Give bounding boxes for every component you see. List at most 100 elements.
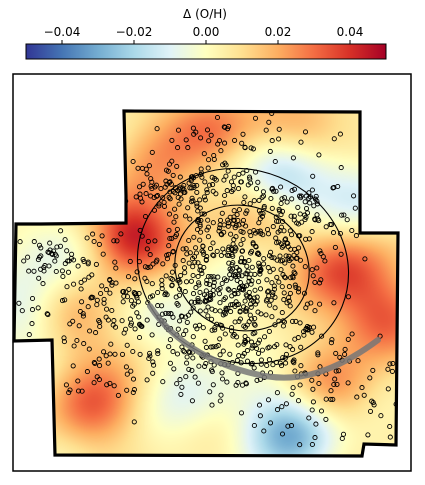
point-marker <box>107 290 113 296</box>
point-marker <box>229 302 236 308</box>
point-marker <box>65 269 72 275</box>
point-marker <box>61 339 67 345</box>
point-marker <box>345 294 351 300</box>
point-marker <box>286 295 292 301</box>
point-marker <box>205 313 211 319</box>
point-marker <box>74 337 80 344</box>
point-marker <box>317 301 323 307</box>
point-marker <box>243 306 249 312</box>
point-marker <box>290 155 296 161</box>
point-marker <box>312 279 318 285</box>
colorbar <box>25 43 387 60</box>
point-marker <box>338 165 344 171</box>
point-marker <box>209 402 215 408</box>
point-marker <box>205 165 211 171</box>
colorbar-ticks: −0.04 −0.02 0.00 0.02 0.04 <box>44 25 363 44</box>
point-marker <box>149 149 155 155</box>
point-marker <box>370 367 376 373</box>
point-marker <box>259 194 265 200</box>
point-marker <box>180 258 186 264</box>
point-marker <box>120 299 126 305</box>
point-marker <box>273 188 279 194</box>
point-marker <box>370 400 376 406</box>
point-marker <box>60 273 66 280</box>
point-marker <box>182 270 188 276</box>
point-marker <box>309 329 315 335</box>
point-marker <box>292 368 298 374</box>
point-marker <box>230 260 236 266</box>
point-marker <box>187 216 193 222</box>
point-marker <box>144 246 150 252</box>
point-marker <box>333 350 339 356</box>
point-marker <box>98 290 104 297</box>
point-marker <box>186 180 192 186</box>
point-marker <box>111 318 117 324</box>
point-marker <box>145 264 151 270</box>
point-marker <box>244 322 250 328</box>
point-marker <box>75 263 81 269</box>
point-marker <box>252 315 258 322</box>
point-marker <box>184 319 190 325</box>
point-marker <box>139 165 145 171</box>
point-marker <box>340 431 347 437</box>
point-marker <box>252 271 258 277</box>
point-marker <box>237 285 243 291</box>
point-marker <box>64 284 70 290</box>
point-marker <box>283 253 289 259</box>
point-marker <box>134 269 140 275</box>
point-marker <box>236 267 242 273</box>
point-marker <box>213 344 219 350</box>
point-marker <box>202 179 208 185</box>
point-marker <box>211 276 217 282</box>
point-marker <box>204 187 210 193</box>
point-marker <box>286 284 292 290</box>
point-marker <box>199 248 205 254</box>
point-marker <box>194 326 200 332</box>
point-marker <box>142 213 149 220</box>
point-marker <box>193 285 199 291</box>
point-marker <box>75 388 82 394</box>
point-marker <box>342 346 348 352</box>
point-marker <box>124 387 130 393</box>
point-marker <box>280 318 286 324</box>
point-marker <box>179 384 185 390</box>
point-marker <box>270 224 276 230</box>
point-marker <box>193 129 199 135</box>
point-marker <box>61 335 67 341</box>
point-marker <box>31 268 37 274</box>
point-marker <box>318 408 325 414</box>
point-marker <box>99 233 105 239</box>
point-marker <box>208 132 214 138</box>
point-marker <box>342 351 348 357</box>
point-marker <box>97 319 103 325</box>
point-marker <box>204 294 210 300</box>
point-marker <box>248 180 254 186</box>
point-marker <box>387 361 393 367</box>
point-marker <box>47 240 53 246</box>
point-marker <box>150 261 156 267</box>
point-marker <box>85 261 91 267</box>
point-marker <box>136 314 142 320</box>
point-marker <box>271 283 277 289</box>
colorbar-tick-label: −0.04 <box>44 25 81 39</box>
point-marker <box>271 188 277 194</box>
point-marker <box>63 382 69 388</box>
point-marker <box>204 127 211 133</box>
point-marker <box>97 363 103 369</box>
point-marker <box>240 131 246 137</box>
point-marker <box>244 348 250 354</box>
point-marker <box>309 407 315 413</box>
point-marker <box>232 137 238 143</box>
point-marker <box>417 373 421 377</box>
point-marker <box>313 421 319 427</box>
point-marker <box>304 210 311 216</box>
point-marker <box>49 251 55 257</box>
point-marker <box>274 274 280 280</box>
point-marker <box>227 351 233 357</box>
point-marker <box>62 297 68 303</box>
point-marker <box>128 298 134 304</box>
point-marker <box>200 325 206 331</box>
point-marker <box>96 241 102 247</box>
point-marker <box>244 208 250 214</box>
point-marker <box>240 236 246 243</box>
